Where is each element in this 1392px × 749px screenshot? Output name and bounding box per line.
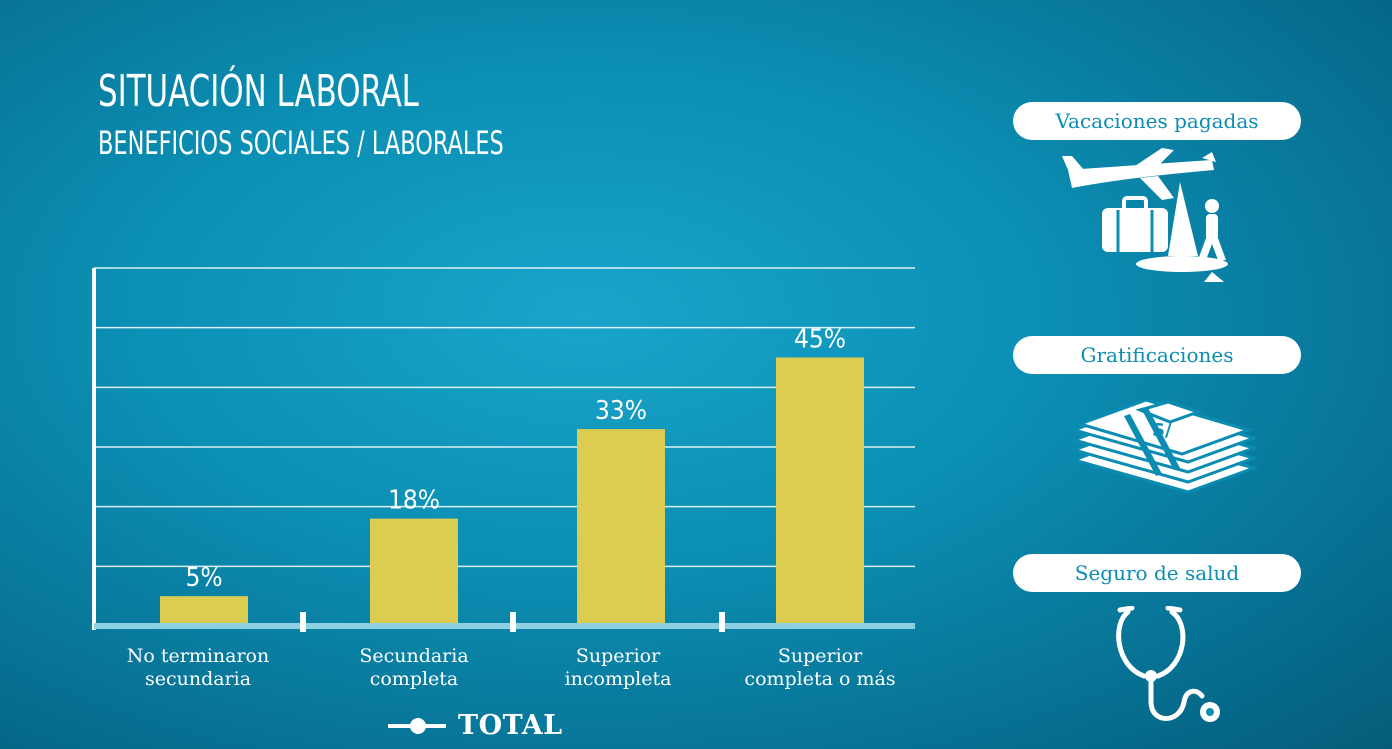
benefit-label-vacaciones: Vacaciones pagadas — [1013, 102, 1301, 140]
x-axis-baseline — [94, 623, 915, 629]
vacation-icon — [1062, 148, 1228, 282]
category-label-1: Secundaria completa — [314, 645, 514, 691]
category-label-2: Superior incompleta — [518, 645, 718, 691]
page-subtitle: BENEFICIOS SOCIALES / LABORALES — [98, 124, 504, 162]
bar-data-label: 5% — [185, 563, 222, 593]
category-label-0: No terminaron secundaria — [98, 645, 298, 691]
svg-text:S/: S/ — [1152, 420, 1172, 441]
bar-data-label: 33% — [595, 396, 647, 426]
benefit-label-gratificaciones: Gratificaciones — [1013, 336, 1301, 374]
category-label-line: Superior — [777, 645, 863, 667]
category-label-line: completa o más — [744, 668, 896, 690]
bar — [160, 596, 248, 623]
money-stack-icon: S/ — [1070, 398, 1258, 494]
legend-label: TOTAL — [458, 710, 563, 741]
stethoscope-icon — [1116, 606, 1220, 722]
category-label-line: Secundaria — [359, 645, 469, 667]
category-separator-tick — [300, 612, 306, 632]
category-label-line: Superior — [575, 645, 661, 667]
bar — [370, 518, 458, 623]
category-label-line: completa — [369, 668, 459, 690]
legend-dot-marker — [410, 718, 426, 734]
category-label-line: secundaria — [144, 668, 252, 690]
page-title: SITUACIÓN LABORAL — [98, 66, 419, 117]
category-label-line: No terminaron — [126, 645, 270, 667]
bar — [577, 429, 665, 623]
category-separator-tick — [510, 612, 516, 632]
bar-data-label: 45% — [794, 325, 846, 355]
category-label-line: incompleta — [564, 668, 672, 690]
category-label-3: Superior completa o más — [720, 645, 920, 691]
bar — [776, 357, 864, 623]
category-separator-tick — [719, 612, 725, 632]
bar-data-label: 18% — [388, 486, 440, 516]
bar-chart: 5% 18% 33% 45% — [94, 325, 915, 632]
benefit-label-seguro: Seguro de salud — [1013, 554, 1301, 592]
